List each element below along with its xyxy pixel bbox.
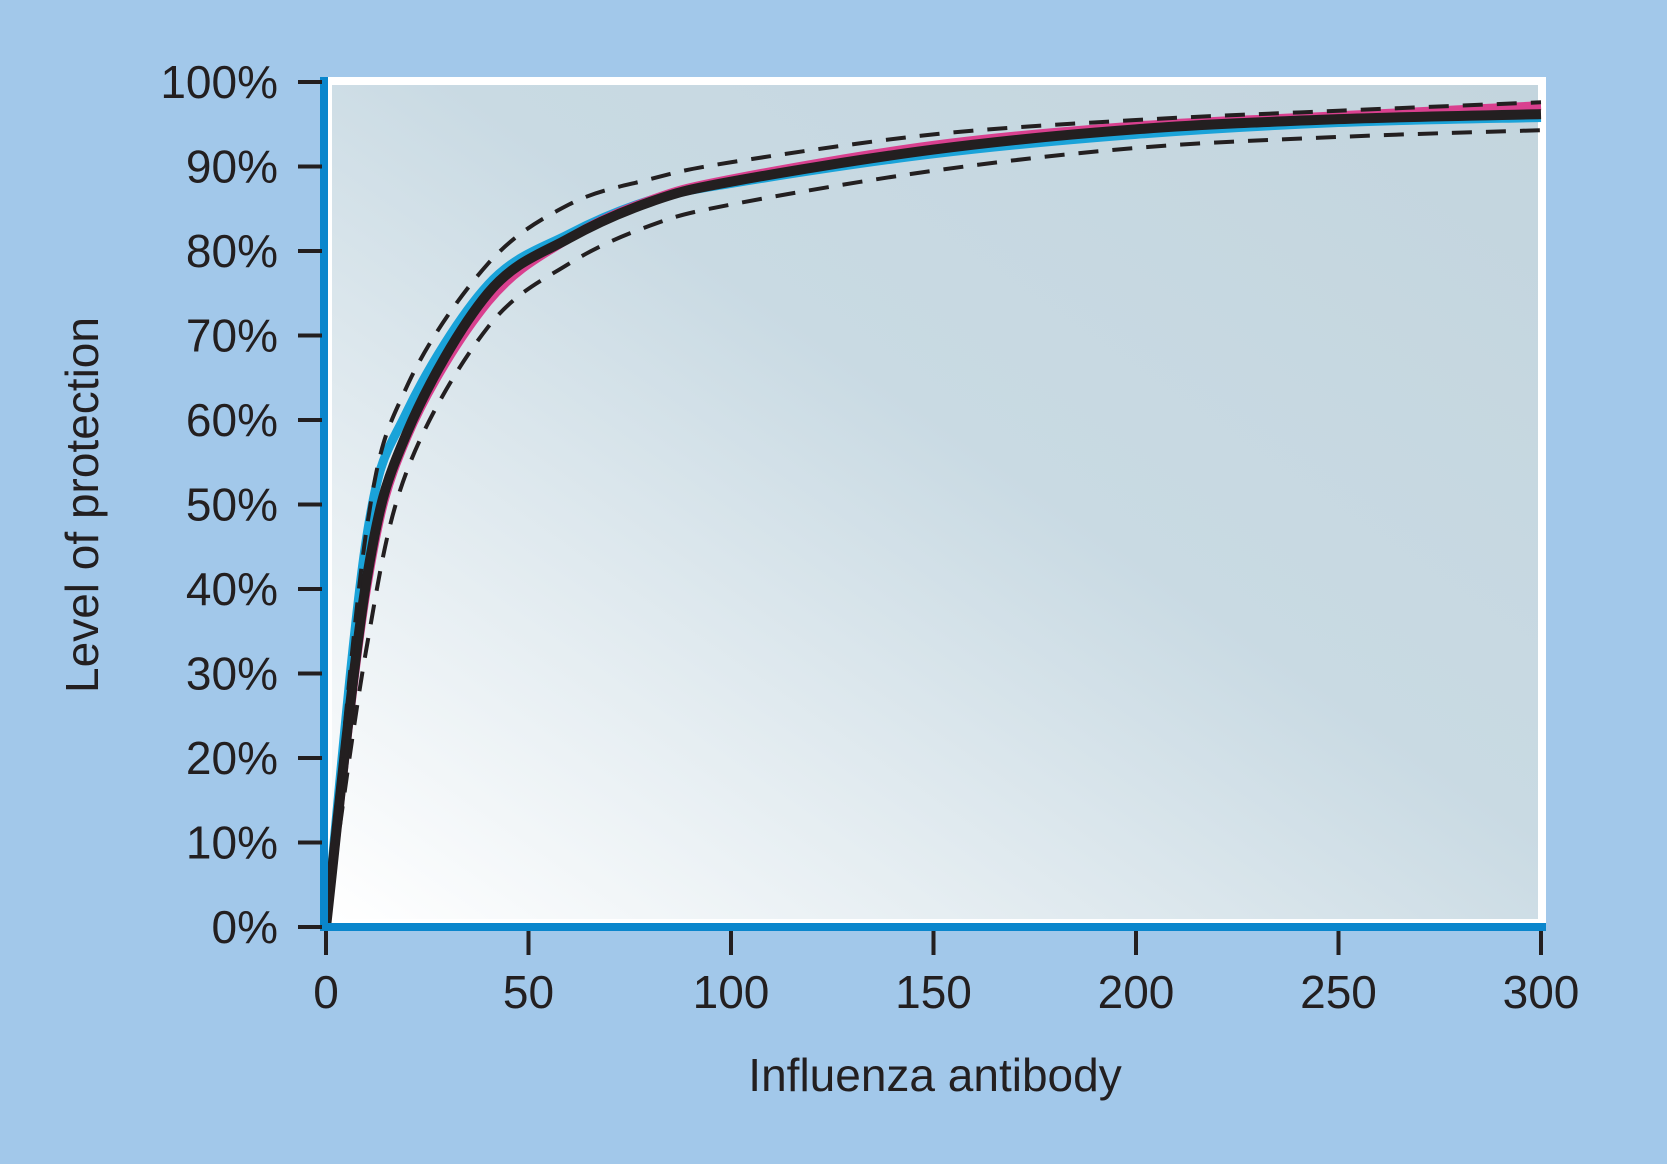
x-axis-ticks: 0 50 100 150 200 250 300 bbox=[313, 931, 1579, 1018]
y-tick-label: 100% bbox=[160, 56, 278, 108]
x-tick-label: 50 bbox=[503, 966, 554, 1018]
y-tick-label: 80% bbox=[186, 225, 278, 277]
y-tick-label: 70% bbox=[186, 310, 278, 362]
y-tick-label: 30% bbox=[186, 648, 278, 700]
series-line bbox=[324, 100, 1542, 928]
x-tick-label: 300 bbox=[1503, 966, 1580, 1018]
series-line bbox=[321, 109, 1542, 928]
plot-area bbox=[332, 85, 1538, 919]
y-axis-ticks: 0% 10% 20% 30% 40% 50% 60% 70% 80% 90% 100% bbox=[160, 56, 322, 953]
x-axis-line bbox=[320, 923, 1546, 931]
x-tick-label: 0 bbox=[313, 966, 339, 1018]
y-tick-label: 40% bbox=[186, 563, 278, 615]
y-tick-label: 60% bbox=[186, 394, 278, 446]
y-tick-label: 90% bbox=[186, 141, 278, 193]
x-tick-label: 100 bbox=[693, 966, 770, 1018]
x-axis-title: Influenza antibody bbox=[748, 1049, 1121, 1101]
x-tick-label: 250 bbox=[1300, 966, 1377, 1018]
x-tick-label: 150 bbox=[895, 966, 972, 1018]
y-axis-line bbox=[320, 77, 328, 931]
x-tick-label: 200 bbox=[1098, 966, 1175, 1018]
y-tick-label: 20% bbox=[186, 732, 278, 784]
y-axis-title: Level of protection bbox=[56, 317, 108, 693]
y-tick-label: 50% bbox=[186, 479, 278, 531]
series-group bbox=[321, 100, 1542, 928]
y-tick-label: 10% bbox=[186, 817, 278, 869]
y-tick-label: 0% bbox=[212, 901, 278, 953]
series-line bbox=[324, 128, 1542, 928]
